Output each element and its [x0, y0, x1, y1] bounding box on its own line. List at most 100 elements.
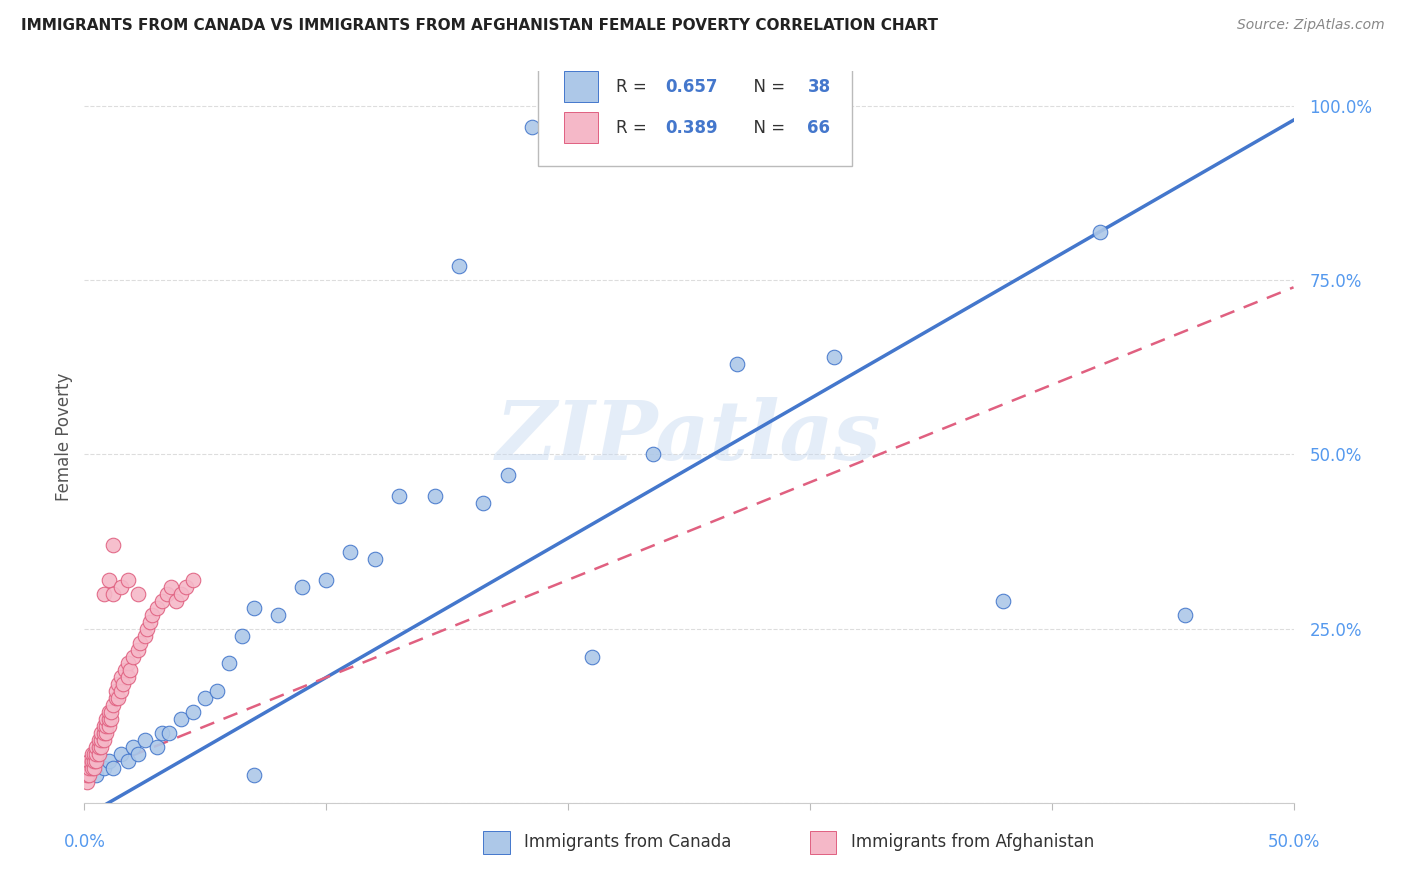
Point	[103, 587, 125, 601]
Point	[76, 768, 98, 782]
Point	[121, 649, 143, 664]
Point	[150, 726, 173, 740]
Point	[107, 691, 129, 706]
Text: 66: 66	[807, 119, 831, 136]
Point	[103, 698, 125, 713]
Point	[291, 580, 314, 594]
Point	[112, 677, 135, 691]
Point	[520, 120, 543, 134]
Point	[1088, 225, 1111, 239]
Point	[120, 664, 142, 678]
Point	[267, 607, 290, 622]
Point	[93, 761, 115, 775]
Point	[134, 733, 156, 747]
Point	[472, 496, 495, 510]
Point	[77, 754, 100, 768]
Point	[117, 573, 139, 587]
Text: R =: R =	[616, 78, 652, 95]
Point	[80, 761, 103, 775]
Text: 38: 38	[807, 78, 831, 95]
Text: IMMIGRANTS FROM CANADA VS IMMIGRANTS FROM AFGHANISTAN FEMALE POVERTY CORRELATION: IMMIGRANTS FROM CANADA VS IMMIGRANTS FRO…	[21, 18, 938, 33]
Point	[97, 705, 120, 719]
Text: N =: N =	[744, 119, 790, 136]
Point	[157, 726, 180, 740]
Point	[127, 642, 149, 657]
FancyBboxPatch shape	[564, 71, 599, 102]
Point	[76, 775, 98, 789]
Point	[97, 573, 120, 587]
Point	[100, 712, 122, 726]
Text: N =: N =	[744, 78, 790, 95]
Point	[90, 740, 112, 755]
Y-axis label: Female Poverty: Female Poverty	[55, 373, 73, 501]
Point	[87, 740, 110, 755]
Point	[87, 747, 110, 761]
Point	[83, 747, 105, 761]
Point	[339, 545, 361, 559]
Text: 0.389: 0.389	[665, 119, 717, 136]
Point	[170, 712, 193, 726]
Point	[194, 691, 217, 706]
Point	[90, 726, 112, 740]
Point	[363, 552, 385, 566]
Point	[127, 587, 149, 601]
Point	[93, 587, 115, 601]
Point	[104, 684, 127, 698]
Point	[117, 754, 139, 768]
Text: 0.0%: 0.0%	[63, 833, 105, 851]
Point	[117, 657, 139, 671]
FancyBboxPatch shape	[538, 57, 852, 167]
Point	[80, 747, 103, 761]
Point	[155, 587, 177, 601]
Point	[103, 538, 125, 552]
Point	[93, 726, 115, 740]
Point	[83, 761, 105, 775]
Point	[94, 719, 117, 733]
Text: Source: ZipAtlas.com: Source: ZipAtlas.com	[1237, 18, 1385, 32]
Point	[114, 664, 136, 678]
Point	[110, 684, 132, 698]
Point	[496, 468, 519, 483]
Point	[86, 740, 108, 755]
Point	[449, 260, 471, 274]
Point	[388, 489, 411, 503]
Point	[117, 670, 139, 684]
Text: 50.0%: 50.0%	[1267, 833, 1320, 851]
Point	[77, 761, 100, 775]
Point	[993, 594, 1015, 608]
Point	[110, 670, 132, 684]
Point	[94, 712, 117, 726]
Point	[315, 573, 337, 587]
Point	[160, 580, 183, 594]
Point	[97, 712, 120, 726]
Point	[242, 768, 264, 782]
Point	[129, 635, 152, 649]
Point	[146, 600, 169, 615]
Point	[97, 719, 120, 733]
Point	[97, 754, 120, 768]
Point	[121, 740, 143, 755]
FancyBboxPatch shape	[810, 830, 837, 854]
Point	[107, 677, 129, 691]
Point	[141, 607, 163, 622]
Point	[641, 448, 664, 462]
Text: ZIPatlas: ZIPatlas	[496, 397, 882, 477]
Text: R =: R =	[616, 119, 652, 136]
Point	[181, 705, 204, 719]
Point	[87, 733, 110, 747]
Point	[165, 594, 187, 608]
Point	[110, 747, 132, 761]
Point	[138, 615, 160, 629]
Point	[83, 754, 105, 768]
Point	[76, 761, 98, 775]
Point	[80, 754, 103, 768]
Point	[823, 350, 845, 364]
Point	[134, 629, 156, 643]
Point	[150, 594, 173, 608]
FancyBboxPatch shape	[564, 112, 599, 143]
Point	[103, 761, 125, 775]
Point	[181, 573, 204, 587]
Text: Immigrants from Canada: Immigrants from Canada	[524, 833, 733, 851]
FancyBboxPatch shape	[484, 830, 510, 854]
Text: 0.657: 0.657	[665, 78, 717, 95]
